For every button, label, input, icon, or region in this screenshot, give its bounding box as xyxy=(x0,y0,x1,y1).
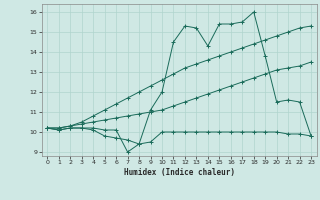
X-axis label: Humidex (Indice chaleur): Humidex (Indice chaleur) xyxy=(124,168,235,177)
